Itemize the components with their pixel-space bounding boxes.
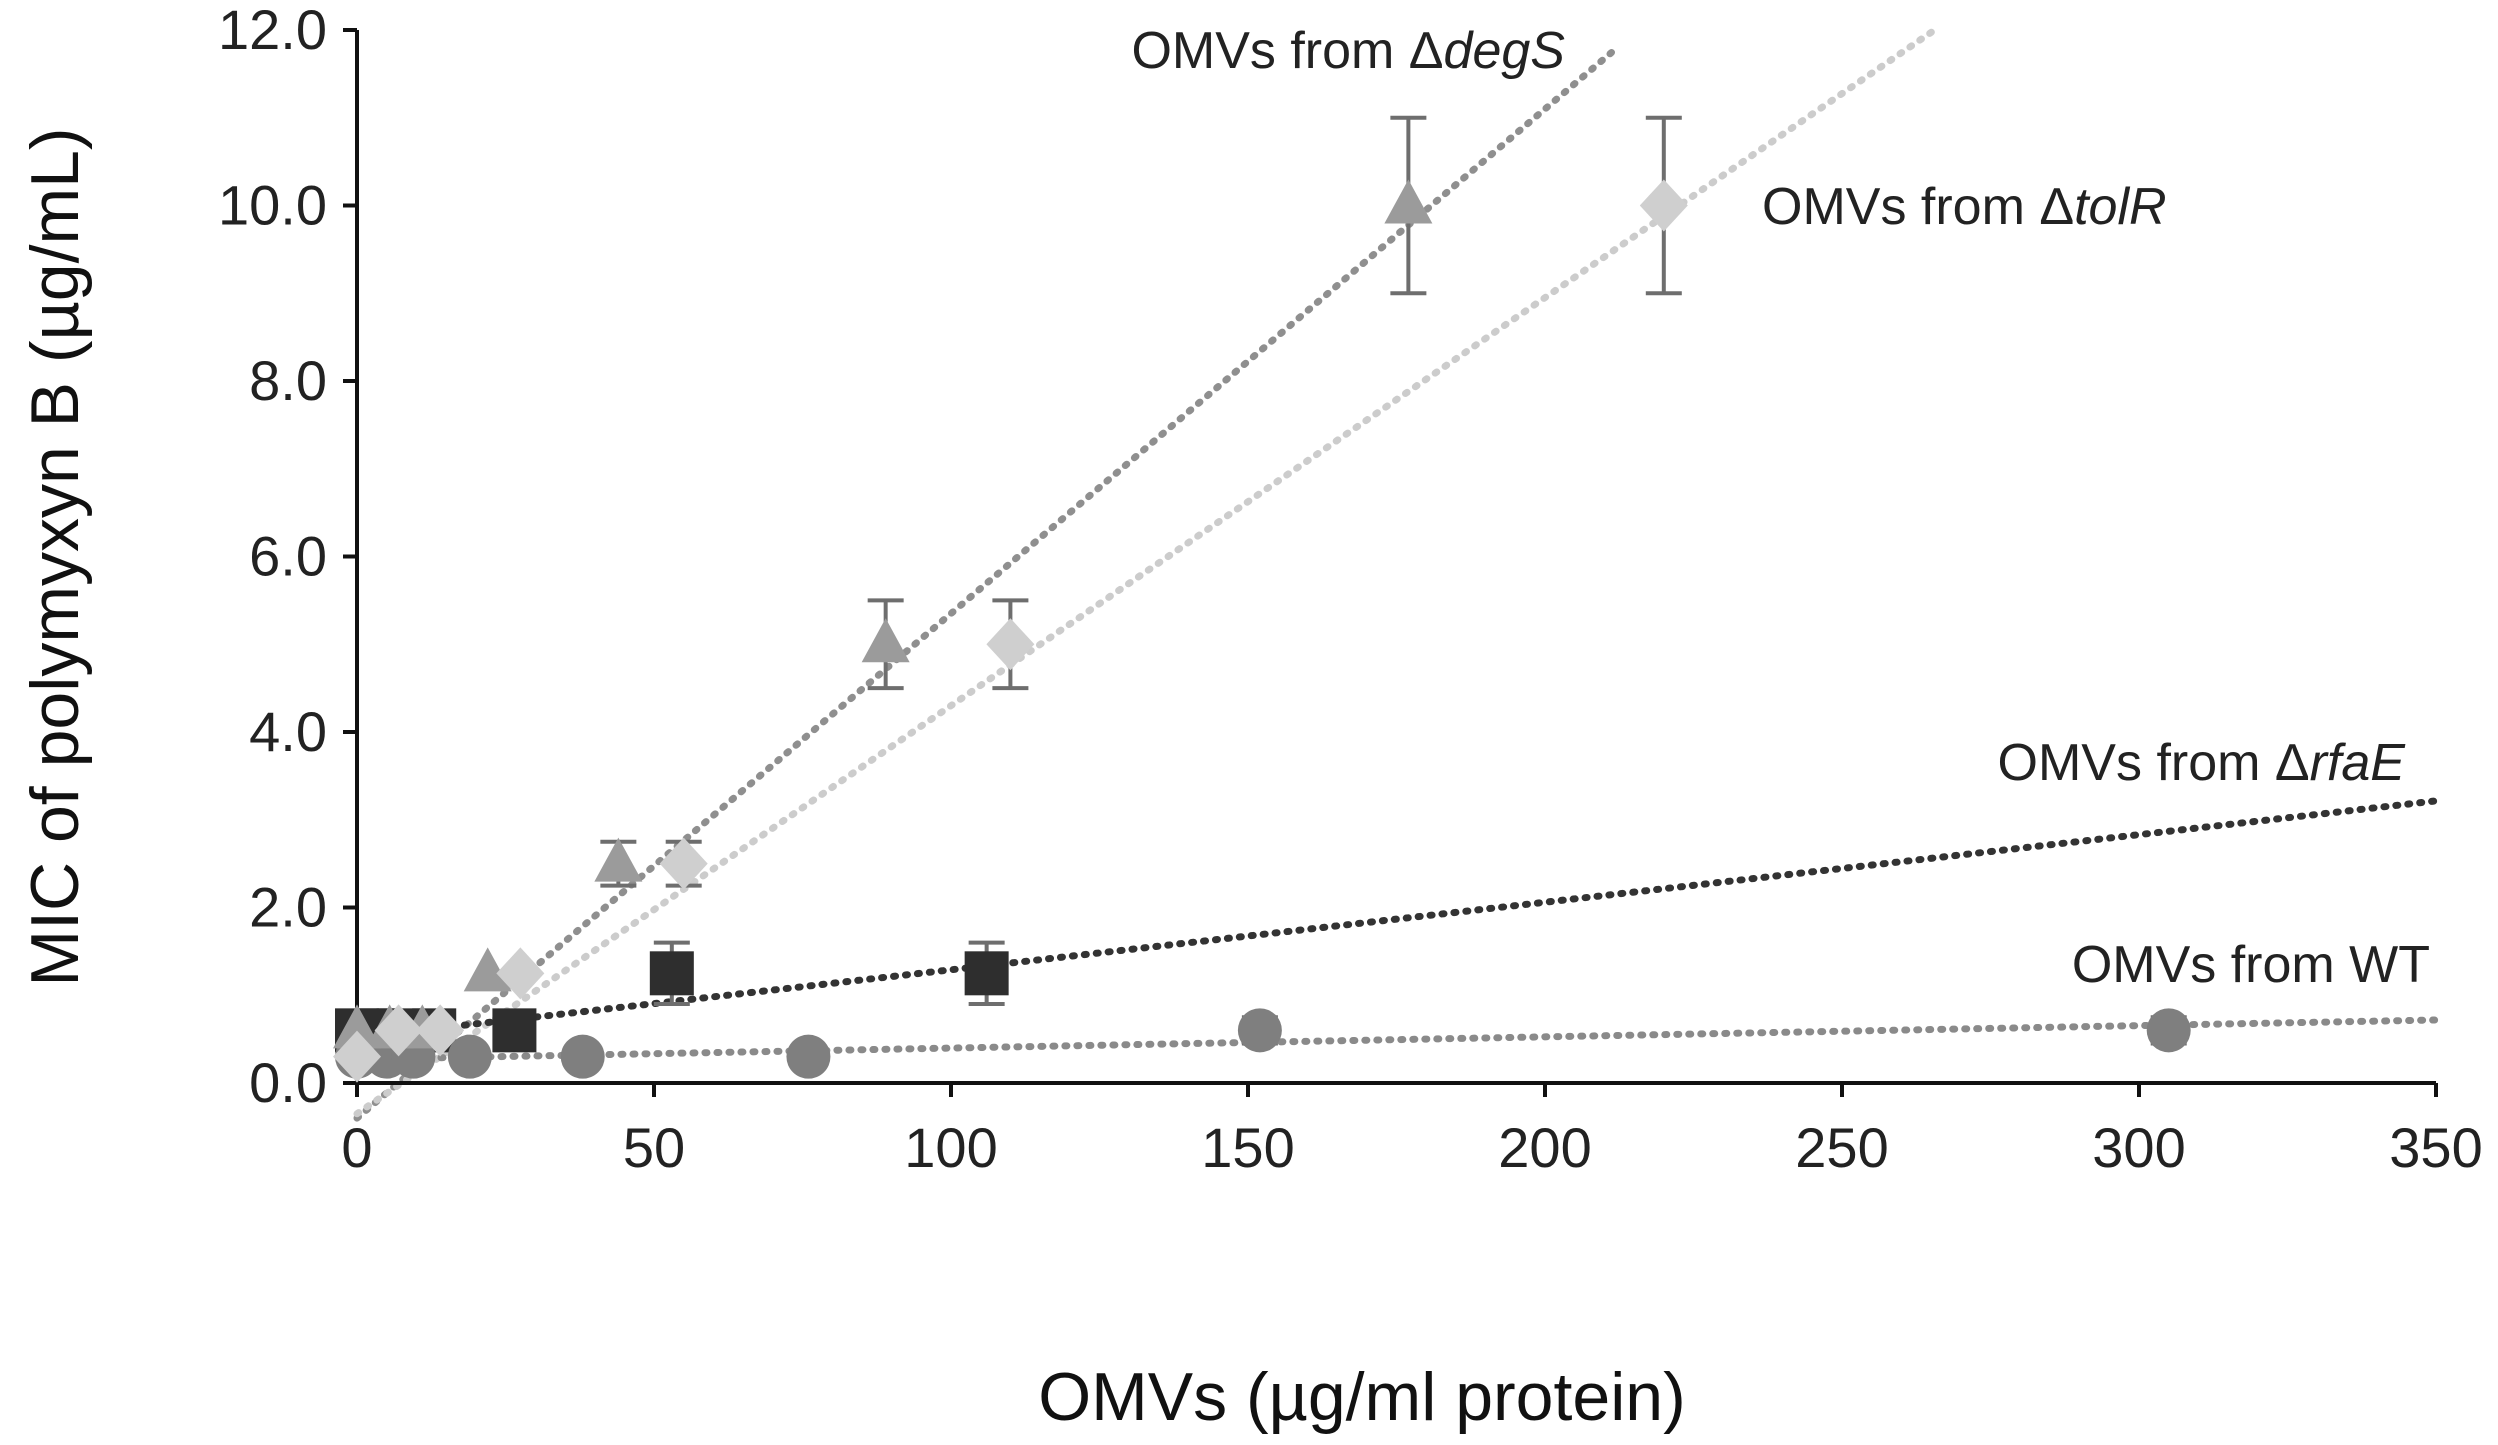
- data-point-diamond: [374, 1004, 423, 1057]
- x-tick-label: 200: [1498, 1116, 1591, 1179]
- data-point-circle: [1237, 1008, 1282, 1053]
- data-point-circle: [2146, 1008, 2191, 1053]
- y-tick-label: 6.0: [249, 525, 327, 588]
- x-tick-label: 150: [1201, 1116, 1294, 1179]
- x-axis-title: OMVs (µg/ml protein): [1038, 1359, 1686, 1435]
- x-tick-label: 350: [2389, 1116, 2482, 1179]
- error-bars: [600, 115, 2187, 1046]
- data-markers: [333, 179, 2191, 1083]
- y-tick-label: 8.0: [249, 349, 327, 412]
- data-point-diamond: [496, 947, 545, 1000]
- data-point-triangle: [594, 837, 643, 882]
- data-point-square: [964, 951, 1009, 996]
- y-tick-label: 4.0: [249, 700, 327, 763]
- data-point-triangle: [463, 947, 512, 992]
- series-labels: OMVs from ΔdegS OMVs from ΔtolR OMVs fro…: [1131, 22, 2430, 994]
- x-tick-label: 50: [623, 1116, 685, 1179]
- y-tick-label: 12.0: [218, 0, 327, 61]
- axis-ticks: 0.0 2.0 4.0 6.0 8.0 10.0 12.0 0 50 100 150 200 250 30…: [218, 0, 2483, 1179]
- data-point-diamond: [986, 618, 1035, 671]
- data-point-triangle: [1384, 179, 1433, 224]
- trendline-series-3: [353, 1016, 2440, 1063]
- y-tick-label: 0.0: [249, 1051, 327, 1114]
- x-tick-label: 300: [2092, 1116, 2185, 1179]
- data-point-diamond: [333, 1030, 381, 1083]
- data-point-diamond: [416, 1004, 465, 1057]
- data-point-diamond: [659, 837, 708, 890]
- x-tick-label: 250: [1795, 1116, 1888, 1179]
- y-tick-label: 10.0: [218, 174, 327, 237]
- data-point-triangle: [333, 1004, 381, 1049]
- x-tick-label: 100: [904, 1116, 997, 1179]
- data-point-circle: [560, 1034, 605, 1079]
- data-point-square: [649, 951, 694, 996]
- series-label-tolr: OMVs from ΔtolR: [1762, 178, 2167, 236]
- data-point-square: [492, 1008, 537, 1053]
- x-tick-label: 0: [341, 1116, 372, 1179]
- data-point-circle: [447, 1034, 492, 1079]
- trendline-series-0: [353, 47, 1617, 1122]
- data-point-diamond: [1639, 179, 1688, 232]
- trendline-series-2: [353, 797, 2440, 1041]
- series-label-degs: OMVs from ΔdegS: [1131, 22, 1565, 80]
- series-label-rfae: OMVs from ΔrfaE: [1998, 734, 2407, 792]
- y-axis-title: MIC of polymyxyn B (µg/mL): [17, 127, 93, 986]
- series-label-wt: OMVs from WT: [2072, 936, 2430, 994]
- data-point-circle: [786, 1034, 831, 1079]
- data-point-triangle: [861, 618, 910, 663]
- y-tick-label: 2.0: [249, 876, 327, 939]
